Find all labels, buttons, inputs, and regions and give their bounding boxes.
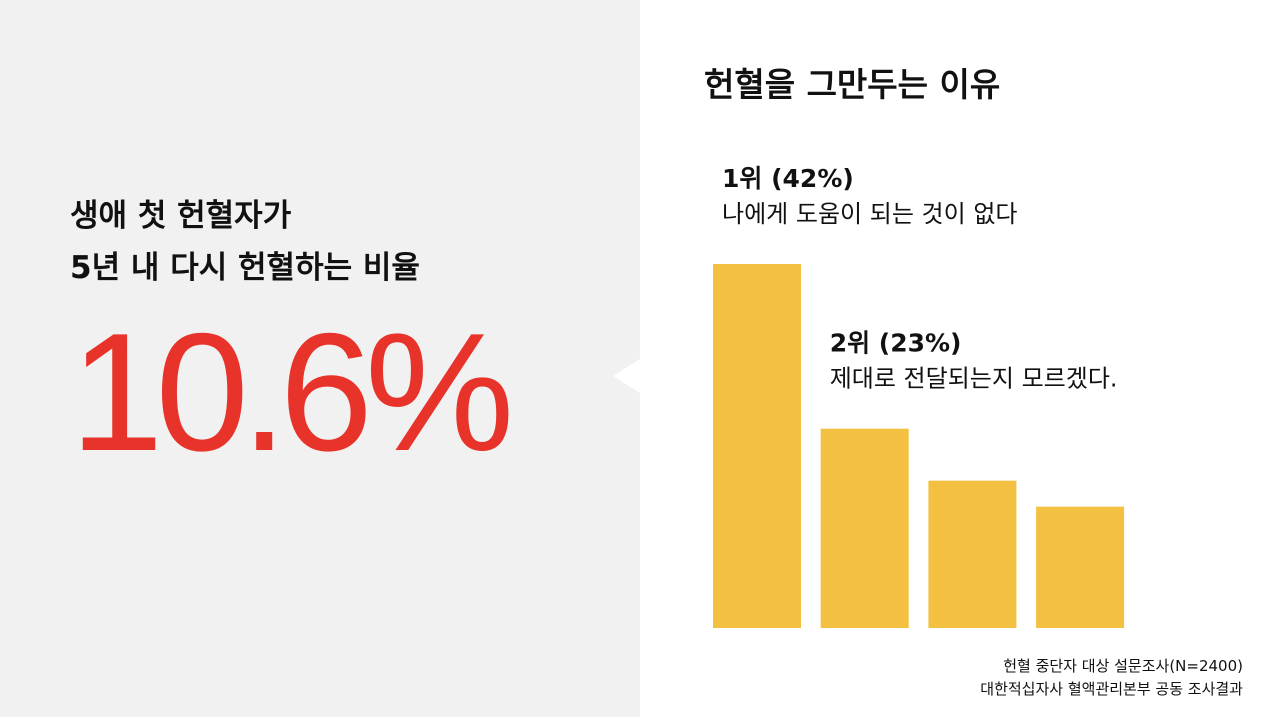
pointer <box>613 359 640 393</box>
panel-line: 5년 내 다시 헌혈하는 비율 <box>70 250 420 286</box>
bar <box>928 480 1017 628</box>
chart-title: 헌혈을 그만두는 이유 <box>704 65 1000 104</box>
note: 헌혈 중단자 대상 설문조사(N=2400) <box>1003 657 1243 675</box>
category-label: 나에게 도움이 되는 것이 없다 <box>722 200 1017 228</box>
bar <box>820 428 909 628</box>
value-label: 1위 (42%) <box>722 164 854 193</box>
left-panel <box>0 0 640 717</box>
note: 대한적십자사 혈액관리본부 공동 조사결과 <box>980 680 1243 698</box>
category-label: 제대로 전달되는지 모르겠다. <box>830 365 1118 393</box>
bar <box>713 264 801 628</box>
panel-line: 생애 첫 헌혈자가 <box>70 198 292 234</box>
value-label: 2위 (23%) <box>830 329 962 358</box>
bar <box>1036 506 1125 628</box>
headline-rate: 10.6% <box>70 298 509 486</box>
